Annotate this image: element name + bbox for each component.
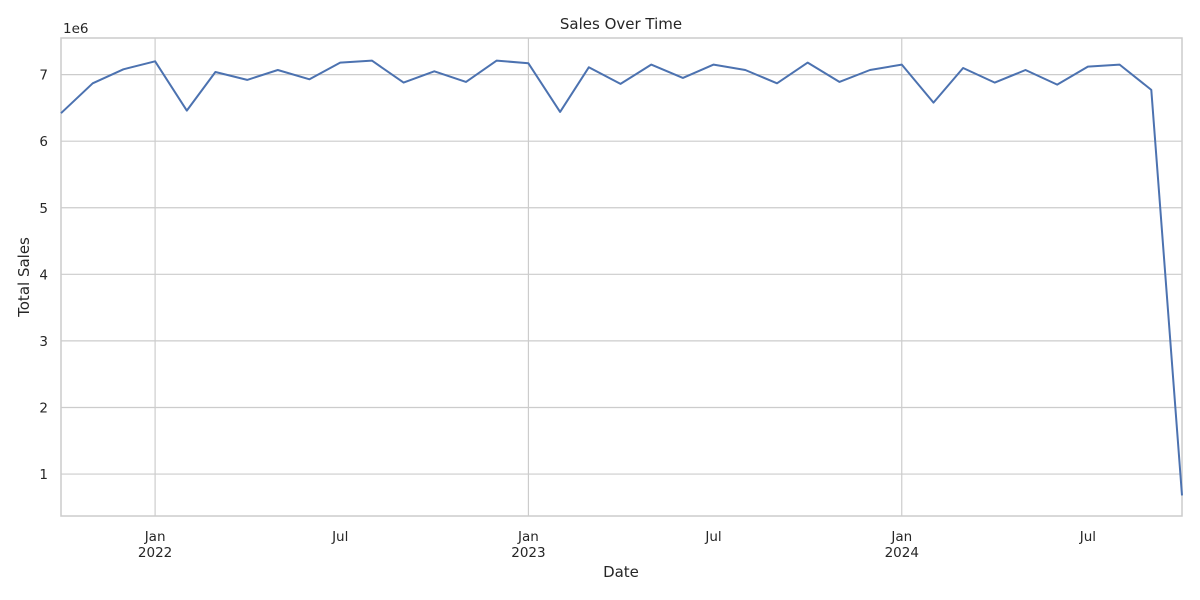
y-tick-label: 4 bbox=[39, 267, 48, 283]
plot-frame bbox=[60, 37, 1183, 517]
x-tick-label: Jul bbox=[331, 529, 348, 545]
x-tick-label: Jul bbox=[704, 529, 721, 545]
grid-layer bbox=[61, 38, 1182, 516]
y-axis-offset-label: 1e6 bbox=[63, 21, 88, 37]
x-tick-year-label: 2023 bbox=[511, 545, 545, 561]
x-tick-year-label: 2022 bbox=[138, 545, 172, 561]
y-axis-label: Total Sales bbox=[15, 237, 33, 318]
x-axis-label: Date bbox=[603, 563, 639, 581]
x-tick-label: Jan bbox=[144, 529, 166, 545]
y-axis-ticks: 1 2 3 4 5 6 7 bbox=[39, 68, 48, 483]
chart-title: Sales Over Time bbox=[560, 15, 682, 33]
y-tick-label: 3 bbox=[39, 334, 48, 350]
y-tick-label: 7 bbox=[39, 68, 48, 84]
x-tick-year-label: 2024 bbox=[885, 545, 919, 561]
x-tick-label: Jul bbox=[1079, 529, 1096, 545]
series-layer bbox=[60, 59, 1183, 496]
y-tick-label: 2 bbox=[39, 400, 48, 416]
x-tick-label: Jan bbox=[517, 529, 539, 545]
y-tick-label: 5 bbox=[39, 201, 48, 217]
x-tick-label: Jan bbox=[890, 529, 912, 545]
sales-series-line bbox=[60, 59, 1183, 496]
y-tick-label: 6 bbox=[39, 134, 48, 150]
y-tick-label: 1 bbox=[39, 467, 48, 483]
